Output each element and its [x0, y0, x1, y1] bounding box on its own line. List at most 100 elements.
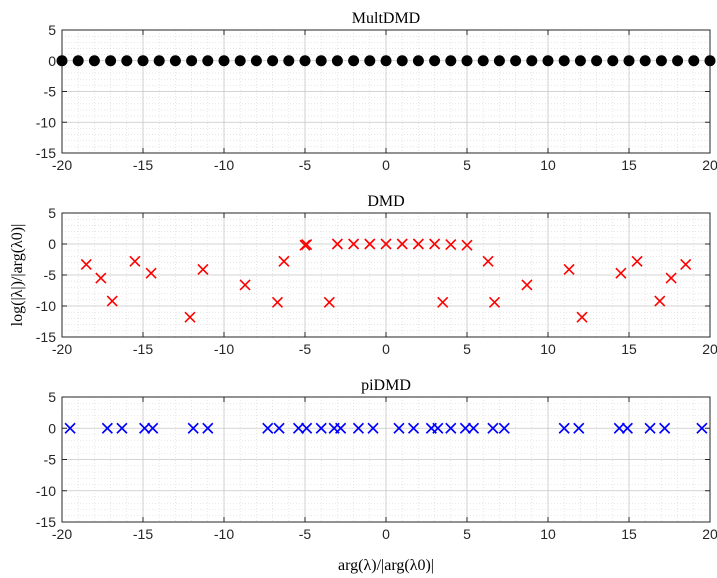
pidmd-x-tick-label: -10	[214, 526, 234, 542]
multdmd-data-point	[364, 55, 376, 67]
dmd-x-tick-label: 20	[702, 341, 717, 357]
multdmd-data-point	[591, 55, 603, 67]
dmd-x-tick-label: 10	[540, 341, 556, 357]
pidmd-data-point	[573, 422, 585, 434]
pidmd-data-point	[139, 422, 151, 434]
dmd-data-point	[271, 296, 284, 308]
multdmd-data-point	[105, 55, 117, 67]
multdmd-y-tick-label: -15	[36, 145, 56, 161]
pidmd-x-tick-label: -20	[52, 526, 72, 542]
dmd-data-point	[184, 311, 196, 323]
dmd-data-point	[437, 296, 449, 308]
pidmd-data-point	[467, 422, 480, 434]
multdmd-x-tick-label: -15	[133, 157, 153, 173]
dmd-data-point	[396, 238, 408, 250]
pidmd-x-tick-label: 10	[540, 526, 556, 542]
multdmd-data-point	[267, 55, 279, 67]
multdmd-data-point	[688, 55, 700, 67]
multdmd-x-tick-label: -5	[299, 157, 312, 173]
dmd-data-point	[482, 255, 494, 267]
multdmd-data-point	[412, 55, 424, 67]
multdmd-x-tick-label: 0	[382, 157, 390, 173]
pidmd-data-point	[116, 422, 128, 434]
multdmd-x-tick-label: 20	[702, 157, 717, 173]
pidmd-data-point	[445, 422, 457, 434]
multdmd-data-point	[655, 55, 667, 67]
x-axis-label: arg(λ)/|arg(λ0)|	[338, 557, 434, 574]
multdmd-data-point	[607, 55, 619, 67]
dmd-data-point	[563, 263, 575, 275]
pidmd-x-tick-label: -15	[133, 526, 153, 542]
pidmd-y-tick-label: 5	[48, 389, 56, 405]
multdmd-data-point	[299, 55, 311, 67]
dmd-y-tick-label: -10	[36, 298, 56, 314]
multdmd-data-point	[56, 55, 68, 67]
multdmd-data-point	[445, 55, 457, 67]
dmd-data-point	[412, 238, 424, 250]
multdmd-y-tick-label: 0	[48, 53, 56, 69]
multdmd-x-tick-label: -10	[214, 157, 234, 173]
pidmd-data-point	[407, 422, 420, 434]
multdmd-data-point	[380, 55, 392, 67]
multdmd-data-point	[88, 55, 100, 67]
pidmd-data-point	[432, 422, 444, 434]
multdmd-data-point	[704, 55, 716, 67]
dmd-data-point	[278, 255, 290, 267]
dmd-data-point	[331, 238, 343, 250]
multdmd-data-point	[137, 55, 149, 67]
dmd-y-tick-label: 5	[48, 205, 56, 221]
pidmd-data-point	[64, 422, 76, 434]
multdmd-data-point	[218, 55, 230, 67]
multdmd-x-tick-label: -20	[52, 157, 72, 173]
pidmd-x-tick-label: 20	[702, 526, 717, 542]
multdmd-data-point	[121, 55, 133, 67]
dmd-data-point	[488, 296, 501, 308]
multdmd-x-tick-label: 15	[621, 157, 637, 173]
dmd-data-point	[145, 267, 157, 279]
pidmd-data-point	[352, 422, 365, 434]
pidmd-data-point	[187, 422, 199, 434]
dmd-title: DMD	[367, 193, 404, 210]
dmd-data-point	[576, 311, 588, 323]
pidmd-data-point	[292, 422, 305, 434]
multdmd-data-point	[542, 55, 554, 67]
dmd-x-tick-label: 0	[382, 341, 390, 357]
dmd-data-point	[461, 239, 473, 251]
pidmd-data-point	[696, 422, 708, 434]
y-axis-label: log(|λ|)/|arg(λ0)|	[9, 224, 26, 327]
multdmd-data-point	[526, 55, 538, 67]
dmd-data-point	[239, 279, 251, 291]
dmd-data-point	[197, 263, 209, 275]
dmd-y-tick-label: -5	[44, 267, 57, 283]
dmd-data-point	[348, 238, 360, 250]
dmd-y-tick-label: 0	[48, 236, 56, 252]
pidmd-data-point	[101, 422, 113, 434]
pidmd-y-tick-label: -10	[36, 483, 56, 499]
pidmd-data-point	[262, 422, 274, 434]
dmd-x-tick-label: 15	[621, 341, 637, 357]
dmd-data-point	[95, 272, 107, 284]
multdmd-data-point	[672, 55, 684, 67]
multdmd-data-point	[493, 55, 505, 67]
pidmd-data-point	[558, 422, 570, 434]
pidmd-data-point	[367, 422, 379, 434]
pidmd-y-tick-label: -15	[36, 514, 56, 530]
dmd-data-point	[364, 238, 376, 250]
dmd-data-point	[680, 258, 692, 271]
pidmd-y-tick-label: -5	[44, 452, 57, 468]
multdmd-data-point	[461, 55, 473, 67]
multdmd-x-tick-label: 5	[463, 157, 471, 173]
dmd-data-point	[631, 255, 643, 267]
multdmd-y-tick-label: 5	[48, 22, 56, 38]
multdmd-data-point	[396, 55, 408, 67]
multdmd-data-point	[510, 55, 522, 67]
dmd-x-tick-label: -20	[52, 341, 72, 357]
multdmd-data-point	[283, 55, 295, 67]
multdmd-data-point	[315, 55, 327, 67]
pidmd-data-point	[273, 422, 285, 434]
multdmd-data-point	[234, 55, 246, 67]
multdmd-data-point	[72, 55, 84, 67]
pidmd-data-point	[498, 422, 510, 434]
